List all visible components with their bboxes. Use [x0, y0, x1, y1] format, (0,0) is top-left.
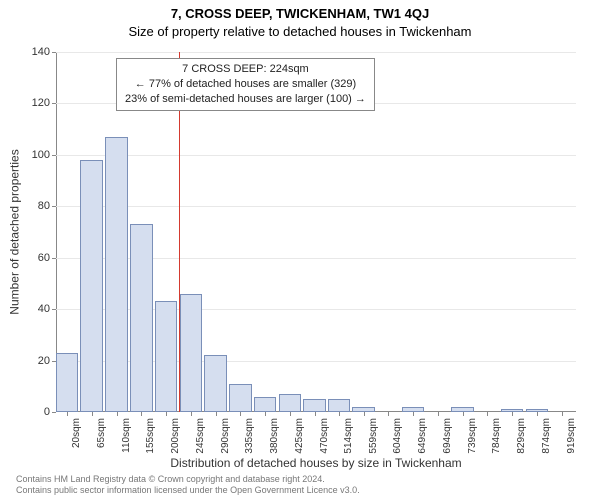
x-tick-mark — [117, 412, 118, 416]
annotation-line: ← 77% of detached houses are smaller (32… — [125, 77, 366, 92]
x-tick-mark — [191, 412, 192, 416]
y-tick-label: 60 — [38, 252, 50, 264]
x-tick-mark — [413, 412, 414, 416]
x-tick-label: 739sqm — [467, 418, 478, 454]
y-tick-label: 40 — [38, 303, 50, 315]
histogram-bar — [130, 224, 153, 412]
y-tick-mark — [52, 258, 56, 259]
x-tick-mark — [487, 412, 488, 416]
histogram-bar — [303, 399, 326, 412]
histogram-bar — [204, 355, 227, 412]
y-tick-mark — [52, 103, 56, 104]
x-tick-mark — [438, 412, 439, 416]
y-tick-label: 100 — [32, 149, 50, 161]
histogram-bar — [56, 353, 79, 412]
x-tick-label: 200sqm — [170, 418, 181, 454]
x-tick-label: 290sqm — [220, 418, 231, 454]
y-tick-mark — [52, 52, 56, 53]
chart-container: 7, CROSS DEEP, TWICKENHAM, TW1 4QJ Size … — [0, 0, 600, 500]
annotation-line: 7 CROSS DEEP: 224sqm — [125, 62, 366, 77]
x-tick-mark — [141, 412, 142, 416]
grid-line — [56, 155, 576, 156]
y-axis-label-wrap: Number of detached properties — [8, 52, 22, 412]
plot-area: 02040608010012014020sqm65sqm110sqm155sqm… — [56, 52, 576, 412]
x-tick-mark — [315, 412, 316, 416]
y-tick-label: 80 — [38, 200, 50, 212]
x-tick-label: 110sqm — [121, 418, 132, 453]
y-tick-label: 20 — [38, 355, 50, 367]
footer-line-1: Contains HM Land Registry data © Crown c… — [16, 474, 360, 485]
x-tick-mark — [240, 412, 241, 416]
x-tick-mark — [364, 412, 365, 416]
x-tick-label: 694sqm — [442, 418, 453, 454]
histogram-bar — [279, 394, 302, 412]
x-tick-label: 155sqm — [145, 418, 156, 454]
histogram-bar — [155, 301, 178, 412]
x-tick-label: 829sqm — [516, 418, 527, 454]
x-tick-mark — [265, 412, 266, 416]
x-tick-label: 65sqm — [96, 418, 107, 448]
x-tick-mark — [216, 412, 217, 416]
histogram-bar — [180, 294, 203, 412]
chart-title-main: 7, CROSS DEEP, TWICKENHAM, TW1 4QJ — [0, 6, 600, 21]
histogram-bar — [229, 384, 252, 412]
x-tick-label: 784sqm — [491, 418, 502, 454]
footer-text: Contains HM Land Registry data © Crown c… — [16, 474, 360, 496]
histogram-bar — [105, 137, 128, 412]
y-tick-mark — [52, 155, 56, 156]
x-tick-label: 514sqm — [343, 418, 354, 454]
x-tick-mark — [512, 412, 513, 416]
y-tick-mark — [52, 206, 56, 207]
y-tick-label: 140 — [32, 46, 50, 58]
x-tick-mark — [67, 412, 68, 416]
histogram-bar — [80, 160, 103, 412]
x-tick-mark — [166, 412, 167, 416]
annotation-line: 23% of semi-detached houses are larger (… — [125, 92, 366, 107]
x-tick-mark — [537, 412, 538, 416]
x-tick-mark — [339, 412, 340, 416]
chart-title-sub: Size of property relative to detached ho… — [0, 24, 600, 39]
x-tick-label: 649sqm — [417, 418, 428, 454]
x-axis-label: Distribution of detached houses by size … — [56, 456, 576, 470]
histogram-bar — [328, 399, 351, 412]
y-tick-label: 0 — [44, 406, 50, 418]
x-tick-label: 335sqm — [244, 418, 255, 454]
y-axis-label: Number of detached properties — [8, 149, 22, 314]
x-tick-label: 919sqm — [566, 418, 577, 454]
grid-line — [56, 206, 576, 207]
x-tick-label: 20sqm — [71, 418, 82, 448]
x-tick-mark — [463, 412, 464, 416]
y-tick-mark — [52, 412, 56, 413]
y-tick-mark — [52, 309, 56, 310]
x-tick-label: 425sqm — [294, 418, 305, 454]
x-tick-label: 604sqm — [392, 418, 403, 454]
y-tick-label: 120 — [32, 97, 50, 109]
annotation-box: 7 CROSS DEEP: 224sqm← 77% of detached ho… — [116, 58, 375, 111]
x-tick-label: 380sqm — [269, 418, 280, 454]
footer-line-2: Contains public sector information licen… — [16, 485, 360, 496]
histogram-bar — [254, 397, 277, 412]
x-tick-mark — [290, 412, 291, 416]
x-tick-label: 245sqm — [195, 418, 206, 454]
grid-line — [56, 52, 576, 53]
x-tick-label: 559sqm — [368, 418, 379, 454]
x-tick-mark — [562, 412, 563, 416]
x-tick-label: 874sqm — [541, 418, 552, 454]
x-tick-mark — [388, 412, 389, 416]
x-tick-label: 470sqm — [319, 418, 330, 454]
x-tick-mark — [92, 412, 93, 416]
